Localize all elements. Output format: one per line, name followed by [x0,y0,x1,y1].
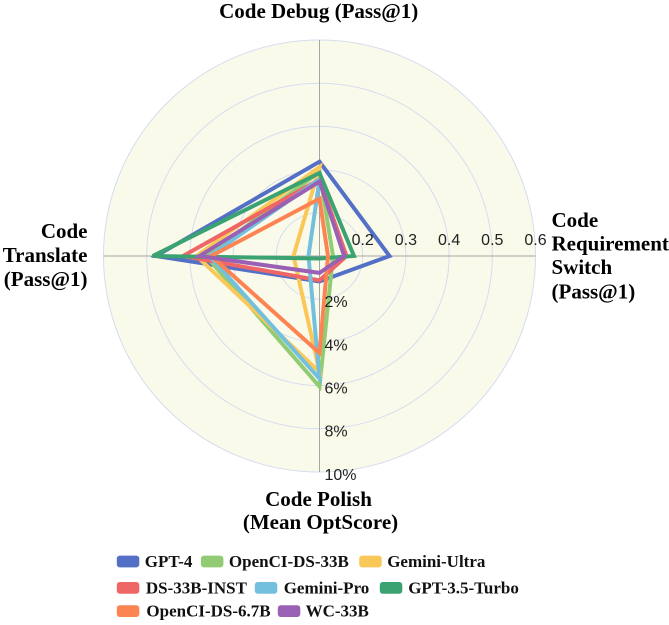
svg-text:6%: 6% [325,381,348,398]
svg-text:Gemini-Ultra: Gemini-Ultra [387,552,486,571]
svg-text:GPT-4: GPT-4 [145,552,193,571]
svg-text:Code Polish: Code Polish [265,487,372,511]
svg-text:0.3: 0.3 [395,232,417,249]
svg-text:OpenCI-DS-6.7B: OpenCI-DS-6.7B [146,602,270,621]
svg-text:Code: Code [552,208,599,232]
svg-text:WC-33B: WC-33B [306,602,369,621]
svg-text:Gemini-Pro: Gemini-Pro [284,578,370,597]
svg-text:0.4: 0.4 [438,232,460,249]
svg-text:(Pass@1): (Pass@1) [552,280,636,304]
svg-text:0.2: 0.2 [352,232,374,249]
svg-text:Switch: Switch [552,255,613,279]
svg-text:8%: 8% [325,424,348,441]
svg-text:Translate: Translate [3,243,88,267]
svg-text:4%: 4% [325,337,348,354]
svg-text:DS-33B-INST: DS-33B-INST [146,578,248,597]
svg-text:10%: 10% [325,467,357,484]
svg-text:GPT-3.5-Turbo: GPT-3.5-Turbo [408,578,519,597]
svg-text:(Mean OptScore): (Mean OptScore) [243,510,398,534]
svg-text:0.5: 0.5 [481,232,503,249]
svg-text:Code Debug (Pass@1): Code Debug (Pass@1) [219,0,418,23]
svg-text:Requirement: Requirement [552,232,669,256]
svg-text:(Pass@1): (Pass@1) [4,267,88,291]
svg-text:0.6: 0.6 [524,232,546,249]
svg-text:OpenCI-DS-33B: OpenCI-DS-33B [229,552,349,571]
svg-text:2%: 2% [325,294,348,311]
svg-text:Code: Code [41,219,88,243]
